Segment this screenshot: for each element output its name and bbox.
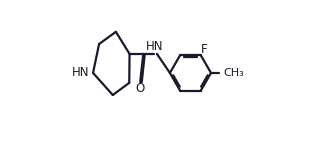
Text: HN: HN: [146, 40, 164, 53]
Text: O: O: [135, 82, 145, 95]
Text: F: F: [200, 43, 207, 56]
Text: CH₃: CH₃: [224, 68, 244, 78]
Text: HN: HN: [72, 66, 90, 79]
